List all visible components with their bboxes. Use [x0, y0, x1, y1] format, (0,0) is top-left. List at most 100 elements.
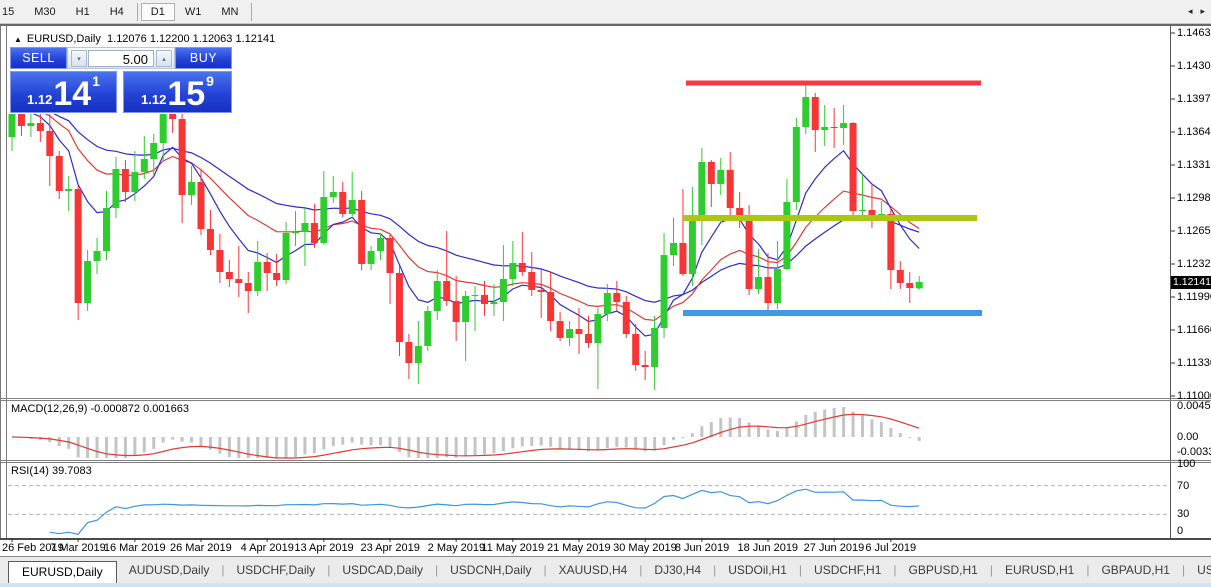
macd-axis-label: 0.004537	[1177, 400, 1211, 412]
candle-body	[273, 273, 281, 280]
timeframe-button-m30[interactable]: M30	[34, 5, 56, 18]
candle-body	[660, 255, 668, 328]
candle-body	[859, 210, 866, 211]
date-axis-label: 27 Jun 2019	[803, 542, 865, 554]
candle-body	[603, 293, 611, 314]
candle-body	[849, 123, 857, 211]
timeframe-button-h1[interactable]: H1	[75, 5, 90, 18]
date-axis-label: 26 Feb 2019	[2, 542, 64, 554]
buy-price-button[interactable]: 1.12 15 9	[123, 71, 232, 113]
chart-tab[interactable]: EURUSD,H1	[1004, 563, 1075, 577]
date-axis-label: 23 Apr 2019	[360, 542, 420, 554]
price-axis-label: 1.13640	[1177, 126, 1211, 138]
chart-title-ohlc: ▲ EURUSD,Daily 1.12076 1.12200 1.12063 1.…	[14, 33, 275, 45]
candle-body	[424, 311, 432, 346]
tab-separator: |	[989, 563, 993, 577]
sell-button[interactable]: SELL	[10, 47, 67, 69]
tab-separator: |	[221, 563, 225, 577]
sell-price-prefix: 1.12	[27, 92, 53, 107]
buy-button[interactable]: BUY	[175, 47, 232, 69]
price-axis-separator	[1170, 26, 1171, 538]
date-axis-label: 30 May 2019	[613, 542, 677, 554]
candle-body	[509, 263, 517, 279]
macd-signal-line	[11, 413, 920, 459]
chart-tab[interactable]: USDOil,H1	[728, 563, 787, 577]
macd-pane-separator	[0, 398, 1211, 399]
candle-body	[282, 233, 290, 280]
trade-panel: SELL ▾ 5.00 ▴ BUY 1.12 14 1 1.12 15 9	[10, 47, 232, 113]
candle-body	[244, 283, 252, 291]
chart-tab[interactable]: USDJP	[1197, 563, 1211, 577]
candle-body	[679, 243, 687, 274]
rsi-axis-label: 0	[1177, 525, 1184, 537]
timeframe-button-15[interactable]: 15	[2, 5, 15, 18]
volume-input[interactable]: 5.00	[88, 50, 154, 67]
candle-body	[896, 270, 904, 283]
tab-scroll-right-icon[interactable]: ▸	[1200, 6, 1205, 16]
candle-body	[726, 170, 734, 208]
date-axis-border	[0, 556, 1211, 557]
volume-decrease-button[interactable]: ▾	[71, 50, 87, 67]
chart-tab[interactable]: DJ30,H4	[654, 563, 702, 577]
tab-scroll-left-icon[interactable]: ◂	[1187, 6, 1193, 16]
symbol-title: EURUSD,Daily	[26, 33, 101, 45]
candle-body	[641, 365, 649, 367]
panel-collapse-arrow-icon[interactable]: ▲	[14, 35, 22, 44]
current-price-marker: 1.12141	[1171, 276, 1211, 289]
candle-body	[55, 156, 63, 191]
rsi-pane-separator	[0, 460, 1211, 461]
chart-tab[interactable]: USDCHF,Daily	[236, 563, 316, 577]
rsi-axis-label: 70	[1177, 480, 1190, 492]
candle-body	[499, 279, 507, 302]
candle-body	[764, 277, 772, 303]
date-axis-label: 18 Jun 2019	[737, 542, 799, 554]
candle-body	[462, 296, 470, 322]
candle-body	[263, 262, 271, 273]
chart-tab[interactable]: USDCNH,Daily	[450, 563, 532, 577]
price-axis-label: 1.13970	[1177, 93, 1211, 105]
chart-tab[interactable]: USDCHF,H1	[814, 563, 882, 577]
candle-body	[329, 192, 337, 197]
price-axis-label: 1.12980	[1177, 192, 1211, 204]
candle-body	[103, 208, 110, 251]
price-axis-label: 1.11660	[1177, 324, 1211, 336]
candle-body	[915, 281, 923, 289]
date-axis-label: 13 Apr 2019	[294, 542, 354, 554]
chart-tab[interactable]: USDCAD,Daily	[342, 563, 423, 577]
timeframe-button-mn[interactable]: MN	[221, 5, 239, 18]
volume-spinner: ▾ 5.00 ▴	[67, 47, 175, 69]
chart-window-bottom-border	[0, 538, 1211, 540]
candle-body	[707, 162, 715, 184]
chart-tab[interactable]: AUDUSD,Daily	[128, 563, 210, 577]
timeframe-button-h4[interactable]: H4	[109, 5, 124, 18]
candle-body	[632, 334, 640, 365]
candle-body	[471, 295, 479, 296]
volume-increase-button[interactable]: ▴	[156, 50, 172, 67]
rsi-line	[49, 488, 920, 535]
candle-body	[93, 251, 101, 261]
chart-tab-active[interactable]: EURUSD,Daily	[8, 560, 117, 583]
sell-price-button[interactable]: 1.12 14 1	[10, 71, 117, 113]
tab-scroll-arrows: ◂ ▸	[1188, 6, 1205, 17]
candle-body	[745, 219, 753, 289]
candle-body	[310, 223, 318, 243]
candle-body	[84, 261, 92, 303]
candle-body	[811, 97, 819, 130]
chart-tab[interactable]: GBPUSD,H1	[908, 563, 978, 577]
candle-body	[46, 131, 54, 156]
chart-tab[interactable]: XAUUSD,H4	[558, 563, 628, 577]
candle-body	[830, 127, 838, 128]
timeframe-button-d1[interactable]: D1	[140, 2, 175, 21]
candle-body	[235, 279, 243, 283]
macd-pane-separator	[0, 400, 1211, 401]
chart-tab[interactable]: GBPAUD,H1	[1101, 563, 1170, 577]
candle-body	[840, 123, 848, 128]
candle-body	[8, 105, 16, 137]
price-axis-label: 1.12320	[1177, 258, 1211, 270]
tab-separator: |	[713, 563, 717, 577]
date-axis-label: 16 Mar 2019	[103, 542, 166, 554]
candle-body	[74, 189, 82, 303]
timeframe-button-w1[interactable]: W1	[184, 5, 202, 18]
